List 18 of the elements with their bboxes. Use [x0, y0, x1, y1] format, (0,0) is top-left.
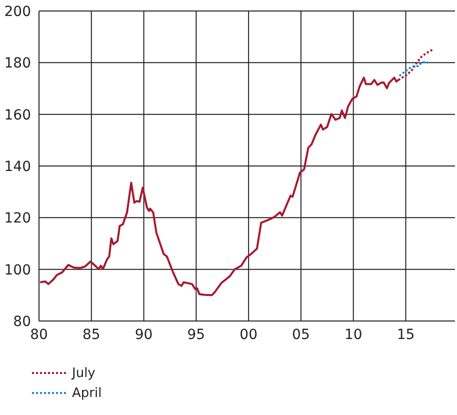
y-tick-label: 140 — [4, 158, 31, 175]
y-tick-label: 200 — [4, 4, 31, 20]
legend-label: July — [72, 366, 96, 380]
x-tick-label: 10 — [344, 326, 362, 343]
x-tick-label: 95 — [187, 326, 206, 343]
y-tick-label: 180 — [4, 56, 31, 72]
legend-label: April — [72, 386, 102, 400]
y-tick-label: 80 — [13, 314, 31, 330]
x-tick-label: 15 — [396, 326, 415, 343]
x-tick-label: 05 — [292, 326, 310, 343]
y-tick-label: 120 — [4, 210, 31, 227]
y-tick-label: 160 — [4, 107, 31, 124]
x-tick-label: 85 — [82, 326, 100, 343]
x-tick-label: 00 — [240, 326, 258, 343]
x-tick-label: 80 — [30, 326, 48, 343]
x-tick-label: 90 — [134, 326, 153, 343]
y-tick-label: 100 — [4, 262, 31, 278]
line-series — [398, 60, 430, 77]
